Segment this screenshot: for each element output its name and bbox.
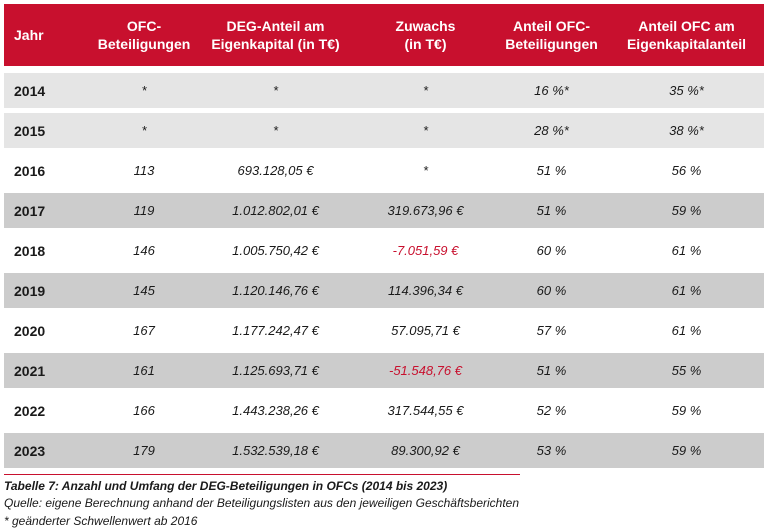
cell-zuwachs: -51.548,76 € [388, 363, 462, 378]
cell-zuwachs: 317.544,55 € [387, 403, 464, 418]
cell-beteiligungen: 119 [133, 203, 155, 218]
cell-zuwachs: 57.095,71 € [391, 323, 460, 338]
cell-beteiligungen: 113 [133, 163, 155, 178]
cell-zuwachs: * [422, 123, 429, 138]
cell-anteil-eigenkapital: 61 % [671, 323, 702, 338]
cell-beteiligungen: * [141, 83, 147, 98]
cell-deg-anteil: 1.177.242,47 € [232, 323, 319, 338]
cell-zuwachs: * [422, 83, 429, 98]
cell-jahr: 2017 [14, 202, 46, 219]
table-row: 2020 167 1.177.242,47 € 57.095,71 € 57 % 61 % [4, 313, 764, 348]
cell-deg-anteil: * [272, 123, 279, 138]
table-row: 2014 * * * 16 %* 35 %* [4, 73, 764, 108]
cell-anteil-eigenkapital: 38 %* [669, 123, 704, 138]
cell-deg-anteil: 1.532.539,18 € [232, 443, 319, 458]
cell-anteil-ofc: 52 % [536, 403, 567, 418]
header-beteiligungen: OFC- Beteiligungen [97, 18, 191, 52]
caption-divider [4, 474, 520, 475]
cell-zuwachs: 319.673,96 € [387, 203, 464, 218]
cell-deg-anteil: 1.012.802,01 € [232, 203, 319, 218]
cell-anteil-ofc: 53 % [536, 443, 567, 458]
cell-anteil-eigenkapital: 56 % [671, 163, 702, 178]
cell-zuwachs: -7.051,59 € [392, 243, 459, 258]
cell-anteil-ofc: 57 % [536, 323, 567, 338]
table-row: 2023 179 1.532.539,18 € 89.300,92 € 53 % 59 % [4, 433, 764, 468]
cell-zuwachs: 89.300,92 € [391, 443, 460, 458]
cell-jahr: 2021 [14, 362, 46, 379]
cell-anteil-eigenkapital: 55 % [671, 363, 702, 378]
cell-zuwachs: 114.396,34 € [388, 283, 463, 298]
cell-anteil-ofc: 60 % [536, 283, 567, 298]
table-source: Quelle: eigene Berechnung anhand der Bet… [4, 496, 520, 510]
cell-beteiligungen: 161 [133, 363, 155, 378]
cell-jahr: 2023 [14, 442, 46, 459]
cell-anteil-eigenkapital: 61 % [671, 243, 702, 258]
cell-anteil-eigenkapital: 59 % [671, 443, 702, 458]
ofc-table: Jahr OFC- Beteiligungen DEG-Anteil am Eige… [4, 4, 764, 468]
cell-deg-anteil: 1.125.693,71 € [232, 363, 319, 378]
cell-jahr: 2022 [14, 402, 46, 419]
cell-deg-anteil: * [272, 83, 279, 98]
table-row: 2021 161 1.125.693,71 € -51.548,76 € 51 % 55 … [4, 353, 764, 388]
cell-anteil-eigenkapital: 59 % [671, 203, 702, 218]
table-row: 2019 145 1.120.146,76 € 114.396,34 € 60 % 61 … [4, 273, 764, 308]
cell-beteiligungen: 179 [133, 443, 155, 458]
cell-jahr: 2018 [14, 242, 46, 259]
header-jahr: Jahr [14, 27, 44, 43]
cell-jahr: 2014 [14, 82, 46, 99]
cell-anteil-ofc: 51 % [536, 163, 567, 178]
cell-anteil-ofc: 28 %* [534, 123, 569, 138]
cell-beteiligungen: 145 [133, 283, 155, 298]
cell-beteiligungen: * [141, 123, 147, 138]
table-row: 2017 119 1.012.802,01 € 319.673,96 € 51 % 59 … [4, 193, 764, 228]
table-row: 2015 * * * 28 %* 38 %* [4, 113, 764, 148]
table-note: * geänderter Schwellenwert ab 2016 [4, 514, 198, 528]
header-anteil-ofc: Anteil OFC- Beteiligungen [505, 18, 598, 52]
header-deg-anteil: DEG-Anteil am Eigenkapital (in T€) [211, 18, 340, 52]
cell-anteil-ofc: 51 % [536, 203, 567, 218]
cell-anteil-ofc: 51 % [536, 363, 567, 378]
cell-deg-anteil: 1.120.146,76 € [232, 283, 319, 298]
cell-beteiligungen: 166 [133, 403, 155, 418]
cell-anteil-eigenkapital: 59 % [671, 403, 702, 418]
cell-anteil-eigenkapital: 35 %* [669, 83, 704, 98]
table-caption: Tabelle 7: Anzahl und Umfang der DEG-Bet… [4, 479, 448, 493]
header-zuwachs: Zuwachs (in T€) [395, 18, 456, 52]
cell-jahr: 2020 [14, 322, 46, 339]
cell-deg-anteil: 693.128,05 € [237, 163, 314, 178]
cell-deg-anteil: 1.005.750,42 € [232, 243, 319, 258]
table-row: 2016 113 693.128,05 € * 51 % 56 % [4, 153, 764, 188]
cell-jahr: 2015 [14, 122, 46, 139]
cell-jahr: 2016 [14, 162, 46, 179]
table-row: 2018 146 1.005.750,42 € -7.051,59 € 60 % 61 % [4, 233, 764, 268]
cell-beteiligungen: 167 [133, 323, 155, 338]
cell-anteil-ofc: 60 % [536, 243, 567, 258]
cell-anteil-ofc: 16 %* [534, 83, 569, 98]
cell-zuwachs: * [422, 163, 429, 178]
cell-jahr: 2019 [14, 282, 46, 299]
header-anteil-eigenkapital: Anteil OFC am Eigenkapitalanteil [626, 18, 747, 52]
cell-deg-anteil: 1.443.238,26 € [232, 403, 319, 418]
cell-anteil-eigenkapital: 61 % [671, 283, 702, 298]
table-row: 2022 166 1.443.238,26 € 317.544,55 € 52 % 59 … [4, 393, 764, 428]
cell-beteiligungen: 146 [133, 243, 155, 258]
table-header: Jahr OFC- Beteiligungen DEG-Anteil am Eige… [4, 4, 764, 66]
